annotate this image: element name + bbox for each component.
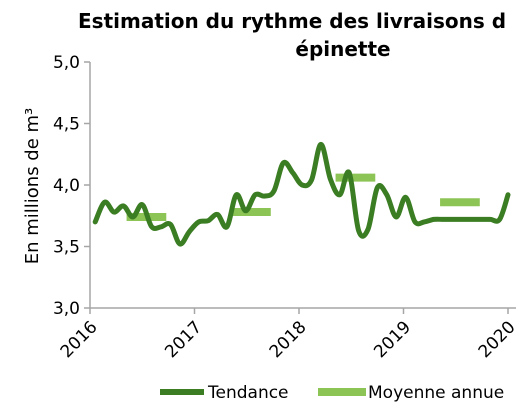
legend-label-moyenne: Moyenne annue	[368, 383, 504, 403]
y-tick-label: 5,0	[53, 53, 80, 73]
x-tick-label: 2016	[57, 317, 102, 362]
x-tick-label: 2018	[266, 317, 311, 362]
y-tick-label: 4,0	[53, 176, 80, 196]
y-tick-label: 3,0	[53, 299, 80, 319]
y-tick-label: 4,5	[53, 115, 80, 135]
trend-line	[92, 141, 511, 247]
y-tick-label: 3,5	[53, 238, 80, 258]
legend: Tendance Moyenne annue	[160, 383, 504, 403]
series-group	[92, 141, 511, 247]
legend-label-tendance: Tendance	[207, 383, 289, 403]
x-tick-label: 2017	[161, 317, 206, 362]
x-tick-label: 2020	[475, 317, 516, 362]
chart-title: Estimation du rythme des livraisons d	[78, 9, 506, 33]
y-axis-label: En millions de m³	[22, 108, 43, 265]
chart-subtitle: épinette	[295, 37, 390, 61]
x-tick-label: 2019	[370, 317, 415, 362]
